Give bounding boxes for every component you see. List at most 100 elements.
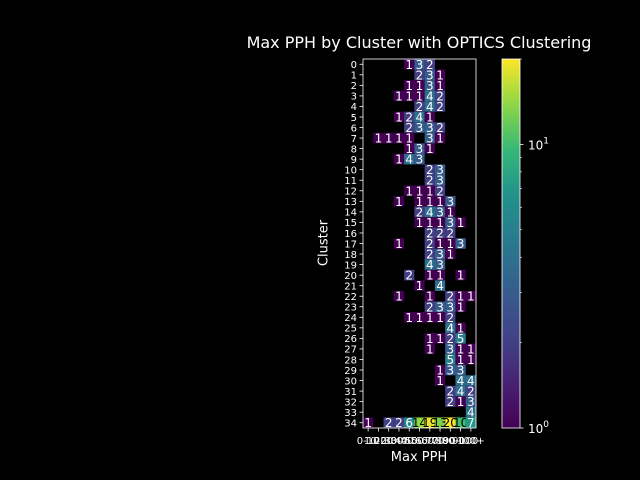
heatmap-cell xyxy=(414,206,425,218)
heatmap-cell xyxy=(445,312,456,323)
y-tick-label: 25 xyxy=(344,324,357,335)
heatmap-cell xyxy=(434,132,446,144)
heatmap-cell xyxy=(404,111,415,123)
heatmap-cell xyxy=(445,385,456,397)
heatmap-cell xyxy=(414,143,425,154)
cell-value-label: 2 xyxy=(385,416,393,430)
y-tick-label: 13 xyxy=(344,197,357,208)
cell-value-label: 1 xyxy=(405,132,413,146)
heatmap-cell xyxy=(434,164,446,175)
cell-value-label: 1 xyxy=(395,237,403,251)
cell-value-label: 1 xyxy=(405,89,413,103)
cell-value-label: 1 xyxy=(395,195,403,209)
heatmap-cell xyxy=(445,196,456,207)
cell-value-label: 2 xyxy=(446,290,454,304)
heatmap-cell xyxy=(424,312,435,323)
cell-value-label: 2 xyxy=(446,385,454,399)
heatmap-cell xyxy=(414,153,425,165)
cell-value-label: 3 xyxy=(436,300,444,314)
cell-value-label: 1 xyxy=(416,79,424,93)
cell-value-label: 1 xyxy=(436,269,444,283)
cell-value-label: 7 xyxy=(467,416,475,430)
cell-value-label: 1 xyxy=(405,311,413,325)
x-tick-label: 50-60 xyxy=(405,436,434,447)
heatmap-cell xyxy=(373,132,384,144)
cell-value-label: 1 xyxy=(405,142,413,156)
cell-value-label: 1 xyxy=(457,269,465,283)
cell-value-label: 3 xyxy=(416,153,424,167)
y-tick-label: 31 xyxy=(344,387,357,398)
heatmap-cell xyxy=(404,122,415,133)
heatmap-cell xyxy=(424,417,435,428)
heatmap-cell xyxy=(455,417,466,428)
heatmap-cell xyxy=(434,238,446,249)
y-tick-label: 28 xyxy=(344,355,357,366)
cell-value-label: 1 xyxy=(457,353,465,367)
heatmap-cell xyxy=(414,217,425,228)
cell-value-label: 4 xyxy=(446,321,454,335)
cell-value-label: 4 xyxy=(416,110,424,124)
cell-value-label: 3 xyxy=(426,132,434,146)
x-tick-label: 0-10 xyxy=(357,436,380,447)
cell-value-label: 1 xyxy=(364,416,372,430)
heatmap-cell xyxy=(434,90,446,102)
cell-value-label: 4 xyxy=(426,258,434,272)
y-tick-label: 20 xyxy=(344,271,357,282)
chart-title: Max PPH by Cluster with OPTICS Clusterin… xyxy=(246,33,592,52)
cell-value-label: 3 xyxy=(446,342,454,356)
cell-value-label: 1 xyxy=(426,311,434,325)
y-tick-label: 7 xyxy=(351,134,357,145)
y-axis-label: Cluster xyxy=(316,219,332,267)
cell-value-label: 3 xyxy=(426,79,434,93)
cell-value-label: 4 xyxy=(426,89,434,103)
cell-value-label: 3 xyxy=(436,163,444,177)
cell-value-label: 2 xyxy=(446,332,454,346)
heatmap-cell xyxy=(434,375,446,386)
cell-value-label: 2 xyxy=(446,311,454,325)
heatmap-cell xyxy=(465,417,476,428)
y-tick-label: 33 xyxy=(344,408,357,419)
cell-value-label: 2 xyxy=(426,237,434,251)
heatmap-cell xyxy=(404,132,415,144)
heatmap-cell xyxy=(414,69,425,81)
y-tick-label: 9 xyxy=(351,155,357,166)
cell-value-label: 1 xyxy=(446,205,454,219)
cell-value-label: 2 xyxy=(405,121,413,135)
heatmap-cell xyxy=(455,238,466,249)
heatmap-cell xyxy=(414,185,425,197)
cell-value-label: 1 xyxy=(446,237,454,251)
heatmap-cell xyxy=(363,417,374,428)
y-tick-label: 2 xyxy=(351,81,357,92)
cell-value-label: 5 xyxy=(446,353,454,367)
y-tick-label: 34 xyxy=(344,419,357,430)
cell-value-label: 2 xyxy=(426,226,434,240)
heatmap-cell xyxy=(424,259,435,270)
heatmap-cell xyxy=(434,248,446,260)
heatmap-cell xyxy=(434,206,446,218)
heatmap-cell xyxy=(424,69,435,81)
y-tick-label: 8 xyxy=(351,144,357,155)
heatmap-cell xyxy=(465,343,476,355)
heatmap-cell xyxy=(424,217,435,228)
heatmap-cell xyxy=(455,290,466,302)
heatmap-cell xyxy=(445,248,456,260)
cell-value-label: 2 xyxy=(436,121,444,135)
cell-value-label: 3 xyxy=(436,174,444,188)
y-tick-label: 27 xyxy=(344,345,357,356)
cell-value-label: 1 xyxy=(436,311,444,325)
cell-value-label: 1 xyxy=(426,195,434,209)
cell-value-label: 1 xyxy=(405,79,413,93)
heatmap-cell xyxy=(434,227,446,239)
y-tick-label: 15 xyxy=(344,218,357,229)
heatmap-cell xyxy=(404,90,415,102)
cell-value-label: 2 xyxy=(426,174,434,188)
heatmap-cell xyxy=(424,206,435,218)
heatmap-cell xyxy=(414,111,425,123)
y-tick-label: 4 xyxy=(351,102,357,113)
heatmap-cell xyxy=(393,132,405,144)
y-tick-label: 10 xyxy=(344,166,357,177)
heatmap-cell xyxy=(393,153,405,165)
heatmap-cell xyxy=(424,343,435,355)
cell-value-label: 3 xyxy=(446,300,454,314)
heatmap-cell xyxy=(455,301,466,313)
